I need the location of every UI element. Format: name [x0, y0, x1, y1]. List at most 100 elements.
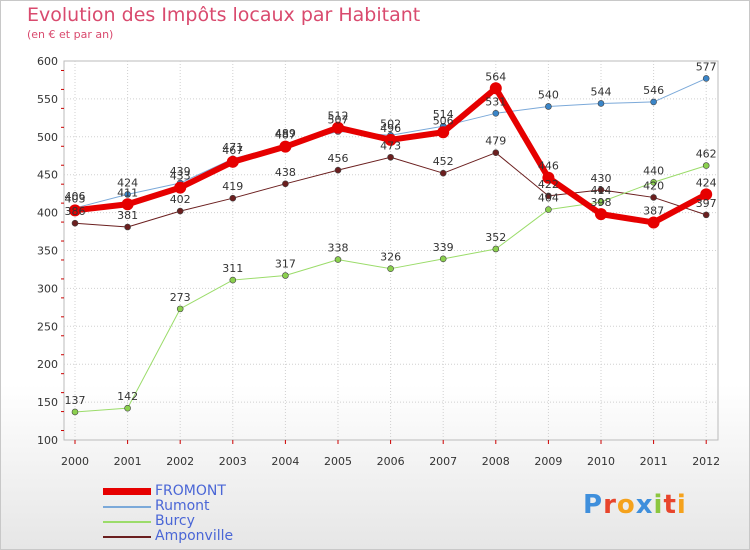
data-point-fromont: [69, 204, 81, 217]
data-label-rumont: 502: [380, 117, 401, 130]
legend-item-fromont: FROMONT: [103, 484, 233, 499]
y-tick-label: 450: [37, 169, 58, 182]
data-point-amponville: [597, 186, 605, 194]
data-point-burcy: [545, 206, 552, 213]
data-label-burcy: 311: [222, 262, 243, 275]
data-point-fromont: [279, 140, 292, 153]
logo-letter: t: [663, 490, 677, 520]
x-tick-label: 2004: [271, 455, 299, 468]
data-point-amponville: [702, 211, 710, 219]
data-label-fromont: 424: [696, 176, 717, 189]
data-label-burcy: 142: [117, 390, 138, 403]
data-point-fromont: [542, 171, 555, 184]
x-tick-label: 2000: [61, 455, 89, 468]
data-point-burcy: [492, 245, 500, 253]
data-point-burcy: [439, 255, 447, 263]
data-label-amponville: 386: [65, 205, 86, 218]
logo-letter: P: [583, 490, 604, 520]
data-label-fromont: 387: [643, 204, 664, 217]
x-tick-label: 2003: [219, 455, 247, 468]
y-tick-label: 100: [37, 434, 58, 447]
data-point-burcy: [650, 178, 657, 186]
data-label-burcy: 317: [275, 258, 296, 271]
data-point-amponville: [229, 194, 237, 202]
data-point-amponville: [439, 169, 447, 177]
data-point-burcy: [702, 162, 710, 169]
data-point-rumont: [650, 98, 657, 106]
grid: [63, 60, 719, 441]
data-label-rumont: 531: [485, 95, 506, 108]
data-labels: 386 381 402 419 438 456 473 452 479 422 430 420 397 1…: [65, 60, 717, 407]
data-label-fromont: 446: [538, 160, 559, 173]
data-label-fromont: 506: [433, 114, 454, 127]
legend-item-amponville: Amponville: [103, 529, 233, 544]
y-tick-label: 500: [37, 131, 58, 144]
data-label-burcy: 339: [433, 241, 454, 254]
series-lines: [69, 75, 713, 416]
legend-swatch: [103, 520, 151, 523]
y-tick-label: 300: [37, 282, 58, 295]
data-label-fromont: 411: [117, 186, 138, 199]
legend-label: FROMONT: [155, 483, 226, 499]
x-tick-label: 2010: [587, 455, 615, 468]
data-label-burcy: 338: [328, 242, 349, 255]
data-point-fromont: [332, 121, 344, 134]
data-label-burcy: 273: [170, 291, 191, 304]
data-label-amponville: 381: [117, 209, 138, 222]
chart-legend: FROMONT Rumont Burcy Amponville: [103, 484, 233, 544]
data-point-amponville: [545, 192, 552, 200]
data-point-rumont: [492, 110, 500, 117]
y-tick-label: 350: [37, 245, 58, 258]
legend-label: Amponville: [155, 528, 234, 544]
data-label-fromont: 398: [591, 196, 612, 209]
data-label-amponville: 397: [696, 197, 717, 210]
data-point-rumont: [124, 191, 131, 198]
y-tick-label: 550: [37, 93, 58, 106]
x-tick-label: 2007: [429, 455, 457, 468]
data-label-rumont: 546: [643, 84, 664, 97]
data-point-amponville: [176, 207, 184, 215]
data-point-fromont: [174, 181, 187, 194]
data-point-fromont: [647, 216, 660, 229]
legend-item-rumont: Rumont: [103, 499, 233, 514]
data-label-burcy: 414: [591, 184, 612, 197]
data-label-rumont: 577: [696, 60, 717, 73]
data-label-rumont: 424: [117, 176, 138, 189]
data-point-rumont: [702, 75, 710, 82]
data-point-fromont: [121, 198, 134, 211]
y-tick-label: 200: [37, 358, 58, 371]
logo-letter: r: [603, 490, 617, 520]
data-label-rumont: 439: [170, 165, 191, 178]
x-tick-label: 2006: [377, 455, 405, 468]
data-point-amponville: [650, 194, 657, 201]
data-point-burcy: [176, 305, 184, 313]
data-point-fromont: [595, 208, 607, 221]
y-tick-label: 250: [37, 320, 58, 333]
data-label-fromont: 467: [222, 144, 243, 157]
data-point-fromont: [489, 82, 502, 95]
data-label-rumont: 514: [433, 108, 454, 121]
data-label-burcy: 326: [380, 251, 401, 264]
chart-title: Evolution des Impôts locaux par Habitant: [27, 4, 421, 26]
data-point-burcy: [282, 272, 289, 279]
legend-item-burcy: Burcy: [103, 514, 233, 529]
proxiti-logo: Proxiti: [583, 490, 687, 520]
data-label-rumont: 540: [538, 88, 559, 101]
data-label-burcy: 137: [65, 394, 86, 407]
axes: 100 150 200 250 300 350 400 450 500 550 600 2000 200…: [37, 55, 720, 468]
legend-swatch: [103, 488, 151, 495]
data-label-fromont: 433: [170, 170, 191, 183]
data-point-fromont: [700, 188, 713, 201]
x-tick-label: 2009: [534, 455, 562, 468]
legend-label: Rumont: [155, 498, 210, 514]
data-label-amponville: 419: [222, 180, 243, 193]
data-label-burcy: 404: [538, 192, 559, 205]
data-point-fromont: [437, 126, 450, 139]
legend-swatch: [103, 535, 151, 538]
data-label-rumont: 507: [328, 113, 349, 126]
x-tick-label: 2011: [640, 455, 668, 468]
logo-letter: o: [616, 490, 636, 520]
data-label-amponville: 402: [170, 193, 191, 206]
x-tick-label: 2005: [324, 455, 352, 468]
data-label-amponville: 422: [538, 178, 559, 191]
